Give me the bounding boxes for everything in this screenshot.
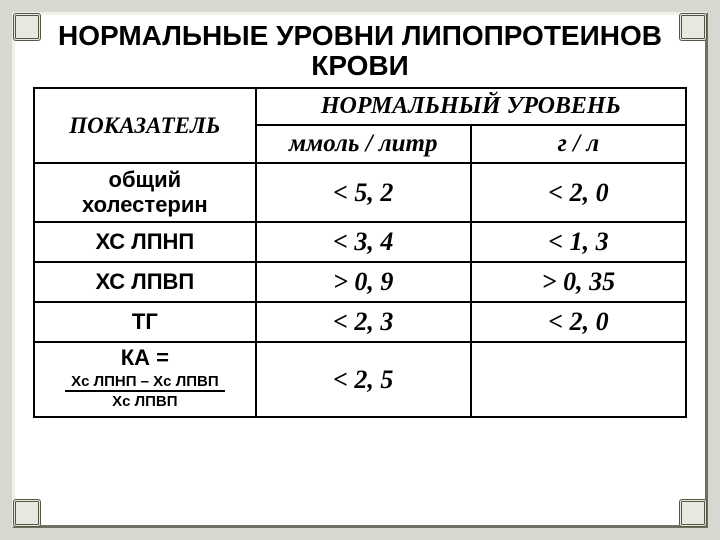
header-unit-gl: г / л [471,125,686,163]
param-cell: общийхолестерин [34,163,256,221]
slide-title: НОРМАЛЬНЫЕ УРОВНИ ЛИПОПРОТЕИНОВ КРОВИ [33,21,687,81]
param-cell: ХС ЛПВП [34,262,256,302]
header-unit-mmol: ммоль / литр [256,125,471,163]
param-cell: ТГ [34,302,256,342]
value-cell: < 2, 0 [471,163,686,221]
slide-content: НОРМАЛЬНЫЕ УРОВНИ ЛИПОПРОТЕИНОВ КРОВИ ПО… [33,21,687,515]
value-cell: < 1, 3 [471,222,686,262]
value-cell: > 0, 35 [471,262,686,302]
param-cell: ХС ЛПНП [34,222,256,262]
value-cell: < 5, 2 [256,163,471,221]
ka-denominator: Хс ЛПВП [112,392,177,410]
lipoprotein-table: ПОКАЗАТЕЛЬ НОРМАЛЬНЫЙ УРОВЕНЬ ммоль / ли… [33,87,687,418]
header-normal-level: НОРМАЛЬНЫЙ УРОВЕНЬ [256,88,686,125]
value-cell: < 2, 0 [471,302,686,342]
value-cell: < 2, 3 [256,302,471,342]
table-row: ТГ < 2, 3 < 2, 0 [34,302,686,342]
table-row: общийхолестерин < 5, 2 < 2, 0 [34,163,686,221]
param-cell-ka: КА = Хс ЛПНП – Хс ЛПВП Хс ЛПВП [34,342,256,418]
ka-label: КА = [39,345,251,371]
table-row-ka: КА = Хс ЛПНП – Хс ЛПВП Хс ЛПВП < 2, 5 [34,342,686,418]
slide-frame: НОРМАЛЬНЫЕ УРОВНИ ЛИПОПРОТЕИНОВ КРОВИ ПО… [12,12,708,528]
table-row-header1: ПОКАЗАТЕЛЬ НОРМАЛЬНЫЙ УРОВЕНЬ [34,88,686,125]
ka-formula: Хс ЛПНП – Хс ЛПВП Хс ЛПВП [39,373,251,411]
table-row: ХС ЛПВП > 0, 9 > 0, 35 [34,262,686,302]
ka-numerator: Хс ЛПНП – Хс ЛПВП [65,373,225,392]
header-parameter: ПОКАЗАТЕЛЬ [34,88,256,163]
value-cell: < 2, 5 [256,342,471,418]
table-row: ХС ЛПНП < 3, 4 < 1, 3 [34,222,686,262]
value-cell: > 0, 9 [256,262,471,302]
value-cell: < 3, 4 [256,222,471,262]
value-cell [471,342,686,418]
